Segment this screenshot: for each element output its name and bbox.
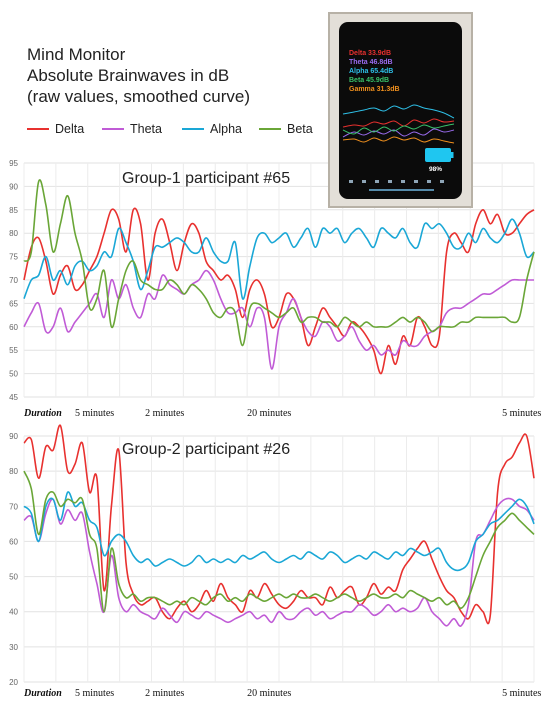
chart1-ytick-label: 45 [9,393,18,402]
device-toolbar-icon [427,180,431,183]
device-toolbar-icon [362,180,366,183]
chart2-series-beta [23,470,535,613]
chart-group-1: 45 50 55 60 65 70 75 80 85 90 95 Duration 5 minutes 2… [9,159,541,419]
battery-tip-icon [451,152,454,158]
legend-label-beta: Beta [287,122,313,136]
chart2-ytick-label: 50 [9,573,18,582]
device-trace-4 [342,136,455,144]
legend-label-delta: Delta [55,122,85,136]
device-toolbar-icon [375,180,379,183]
device-trace-1 [342,128,455,138]
chart1-ytick-label: 60 [9,323,18,332]
device-trace-3 [342,123,455,135]
title-line-2: Absolute Brainwaves in dB [27,66,230,85]
device-toolbar-icon [349,180,353,183]
device-toolbar-icon [414,180,418,183]
legend-item-theta: Theta [102,122,162,136]
chart1-ytick-label: 90 [9,182,18,191]
chart2-ytick-label: 40 [9,608,18,617]
chart1-ytick-label: 95 [9,159,18,168]
chart1-ytick-label: 85 [9,206,18,215]
legend-item-alpha: Alpha [182,122,242,136]
chart1-title: Group-1 participant #65 [122,170,290,187]
chart1-ytick-label: 55 [9,346,18,355]
legend-swatch-beta [259,127,281,130]
chart1-series-alpha [23,218,535,300]
chart1-series-theta [23,269,534,370]
chart1-ytick-label: 70 [9,276,18,285]
battery-icon [425,148,451,162]
device-label-beta: Beta 45.9dB [349,77,390,84]
device-label-theta: Theta 46.8dB [349,59,393,66]
device-photo-inset: Delta 33.9dB Theta 46.8dB Alpha 65.4dB B… [328,12,473,208]
chart2-ytick-label: 70 [9,502,18,511]
title-line-1: Mind Monitor [27,45,126,64]
chart2-series-alpha [23,491,535,572]
chart1-xaxis-label: 20 minutes [247,408,291,419]
chart2-ytick-label: 20 [9,678,18,687]
chart1-ytick-label: 65 [9,299,18,308]
chart1-xaxis-label: 2 minutes [145,408,184,419]
chart1-series-beta [23,179,535,347]
device-label-delta: Delta 33.9dB [349,50,392,57]
device-graphics [342,104,455,191]
device-label-gamma: Gamma 31.3dB [349,86,400,93]
legend-label-theta: Theta [130,122,162,136]
chart2-ytick-label: 30 [9,643,18,652]
device-label-alpha: Alpha 65.4dB [349,68,394,75]
legend-swatch-alpha [182,127,204,130]
legend-swatch-theta [102,127,124,130]
chart2-ytick-label: 60 [9,537,18,546]
legend-item-delta: Delta [27,122,84,136]
chart2-xaxis-label: 5 minutes [502,688,541,699]
chart2-title: Group-2 participant #26 [122,441,290,458]
chart1-ytick-label: 75 [9,253,18,262]
chart2-xaxis-label: Duration [23,688,62,699]
title-line-3: (raw values, smoothed curve) [27,87,250,106]
chart2-series-delta [23,424,535,625]
device-battery-text: 98% [429,166,443,173]
chart-group-2: 20 30 40 50 60 70 80 90 Duration 5 minutes 2 minut… [9,424,541,699]
chart1-ytick-label: 80 [9,229,18,238]
chart2-xaxis-label: 20 minutes [247,688,291,699]
chart2-ytick-label: 80 [9,467,18,476]
device-toolbar-icon [440,180,444,183]
device-trace-2 [342,104,455,119]
legend-item-beta: Beta [259,122,313,136]
chart1-ytick-label: 50 [9,370,18,379]
figure-title: Mind Monitor Absolute Brainwaves in dB (… [27,44,250,107]
chart2-ytick-label: 90 [9,432,18,441]
chart1-xaxis-label: 5 minutes [502,408,541,419]
legend-label-alpha: Alpha [210,122,242,136]
chart1-xaxis-label: Duration [23,408,62,419]
device-trace-0 [342,118,455,128]
device-screen: Delta 33.9dB Theta 46.8dB Alpha 65.4dB B… [339,22,462,199]
chart2-xaxis-label: 2 minutes [145,688,184,699]
device-toolbar-icon [388,180,392,183]
legend-swatch-delta [27,127,49,130]
device-toolbar-icon [401,180,405,183]
chart1-xaxis-label: 5 minutes [75,408,114,419]
chart2-xaxis-label: 5 minutes [75,688,114,699]
